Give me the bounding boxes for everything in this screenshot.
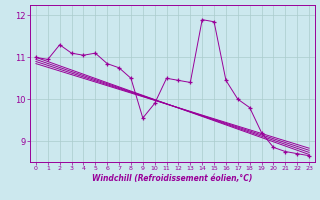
X-axis label: Windchill (Refroidissement éolien,°C): Windchill (Refroidissement éolien,°C) xyxy=(92,174,253,183)
